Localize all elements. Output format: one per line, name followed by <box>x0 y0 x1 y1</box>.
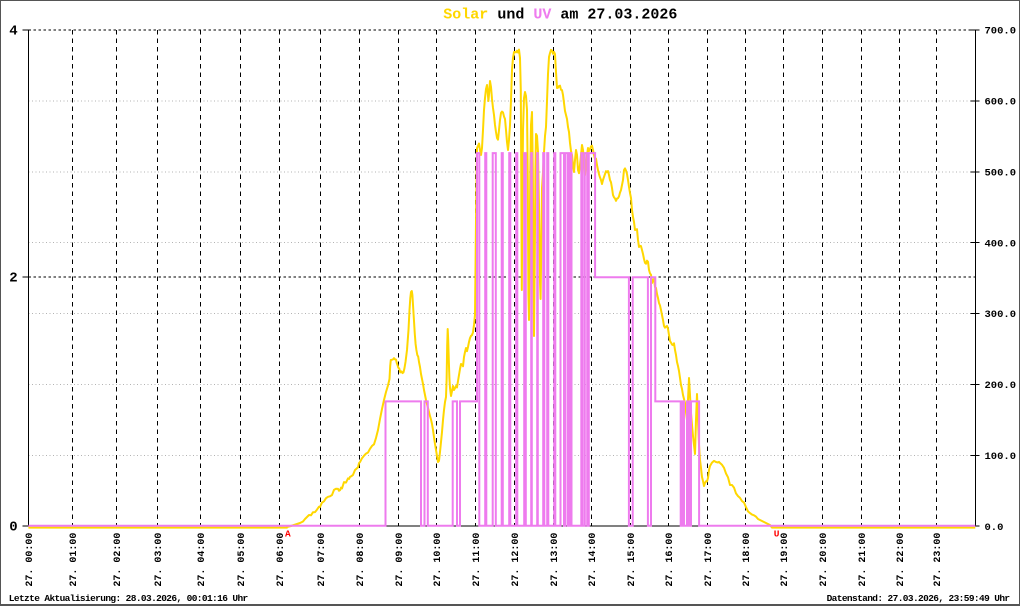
svg-text:27. 17:00: 27. 17:00 <box>704 533 715 587</box>
svg-text:27. 20:00: 27. 20:00 <box>819 533 830 587</box>
svg-text:27. 22:00: 27. 22:00 <box>896 533 907 587</box>
svg-text:2: 2 <box>9 271 17 287</box>
svg-text:0: 0 <box>9 520 17 536</box>
svg-text:27. 14:00: 27. 14:00 <box>588 533 599 587</box>
svg-text:U: U <box>774 529 780 540</box>
svg-text:Solar und UV am 27.03.2026: Solar und UV am 27.03.2026 <box>443 7 677 24</box>
svg-text:27. 15:00: 27. 15:00 <box>627 533 638 587</box>
svg-text:Letzte Aktualisierung: 28.03.2: Letzte Aktualisierung: 28.03.2026, 00:01… <box>9 593 249 604</box>
svg-text:27. 21:00: 27. 21:00 <box>858 533 869 587</box>
svg-text:27. 04:00: 27. 04:00 <box>197 533 208 587</box>
svg-text:27. 03:00: 27. 03:00 <box>154 533 165 587</box>
svg-text:27. 08:00: 27. 08:00 <box>356 533 367 587</box>
svg-text:400.0: 400.0 <box>985 238 1017 250</box>
svg-text:27. 01:00: 27. 01:00 <box>69 533 80 587</box>
svg-text:27. 09:00: 27. 09:00 <box>395 533 406 587</box>
svg-text:0.0: 0.0 <box>985 522 1004 534</box>
svg-text:27. 02:00: 27. 02:00 <box>113 533 124 587</box>
svg-text:27. 05:00: 27. 05:00 <box>237 533 248 587</box>
svg-text:27. 23:00: 27. 23:00 <box>933 533 944 587</box>
svg-text:4: 4 <box>9 24 17 40</box>
svg-text:27. 07:00: 27. 07:00 <box>317 533 328 587</box>
svg-text:300.0: 300.0 <box>985 309 1017 321</box>
svg-text:200.0: 200.0 <box>985 380 1017 392</box>
svg-text:27. 00:00: 27. 00:00 <box>25 533 36 587</box>
svg-text:600.0: 600.0 <box>985 97 1017 109</box>
svg-text:27. 06:00: 27. 06:00 <box>276 533 287 587</box>
svg-text:27. 18:00: 27. 18:00 <box>742 533 753 587</box>
svg-text:700.0: 700.0 <box>985 26 1017 38</box>
svg-text:27. 12:00: 27. 12:00 <box>511 533 522 587</box>
svg-text:27. 11:00: 27. 11:00 <box>472 533 483 587</box>
svg-text:27. 13:00: 27. 13:00 <box>550 533 561 587</box>
svg-text:100.0: 100.0 <box>985 451 1017 463</box>
svg-text:27. 16:00: 27. 16:00 <box>665 533 676 587</box>
svg-text:27. 10:00: 27. 10:00 <box>433 533 444 587</box>
svg-text:A: A <box>285 529 291 540</box>
svg-text:27. 19:00: 27. 19:00 <box>780 533 791 587</box>
svg-text:500.0: 500.0 <box>985 167 1017 179</box>
svg-text:Datenstand: 27.03.2026, 23:59:: Datenstand: 27.03.2026, 23:59:49 Uhr <box>827 593 1011 604</box>
